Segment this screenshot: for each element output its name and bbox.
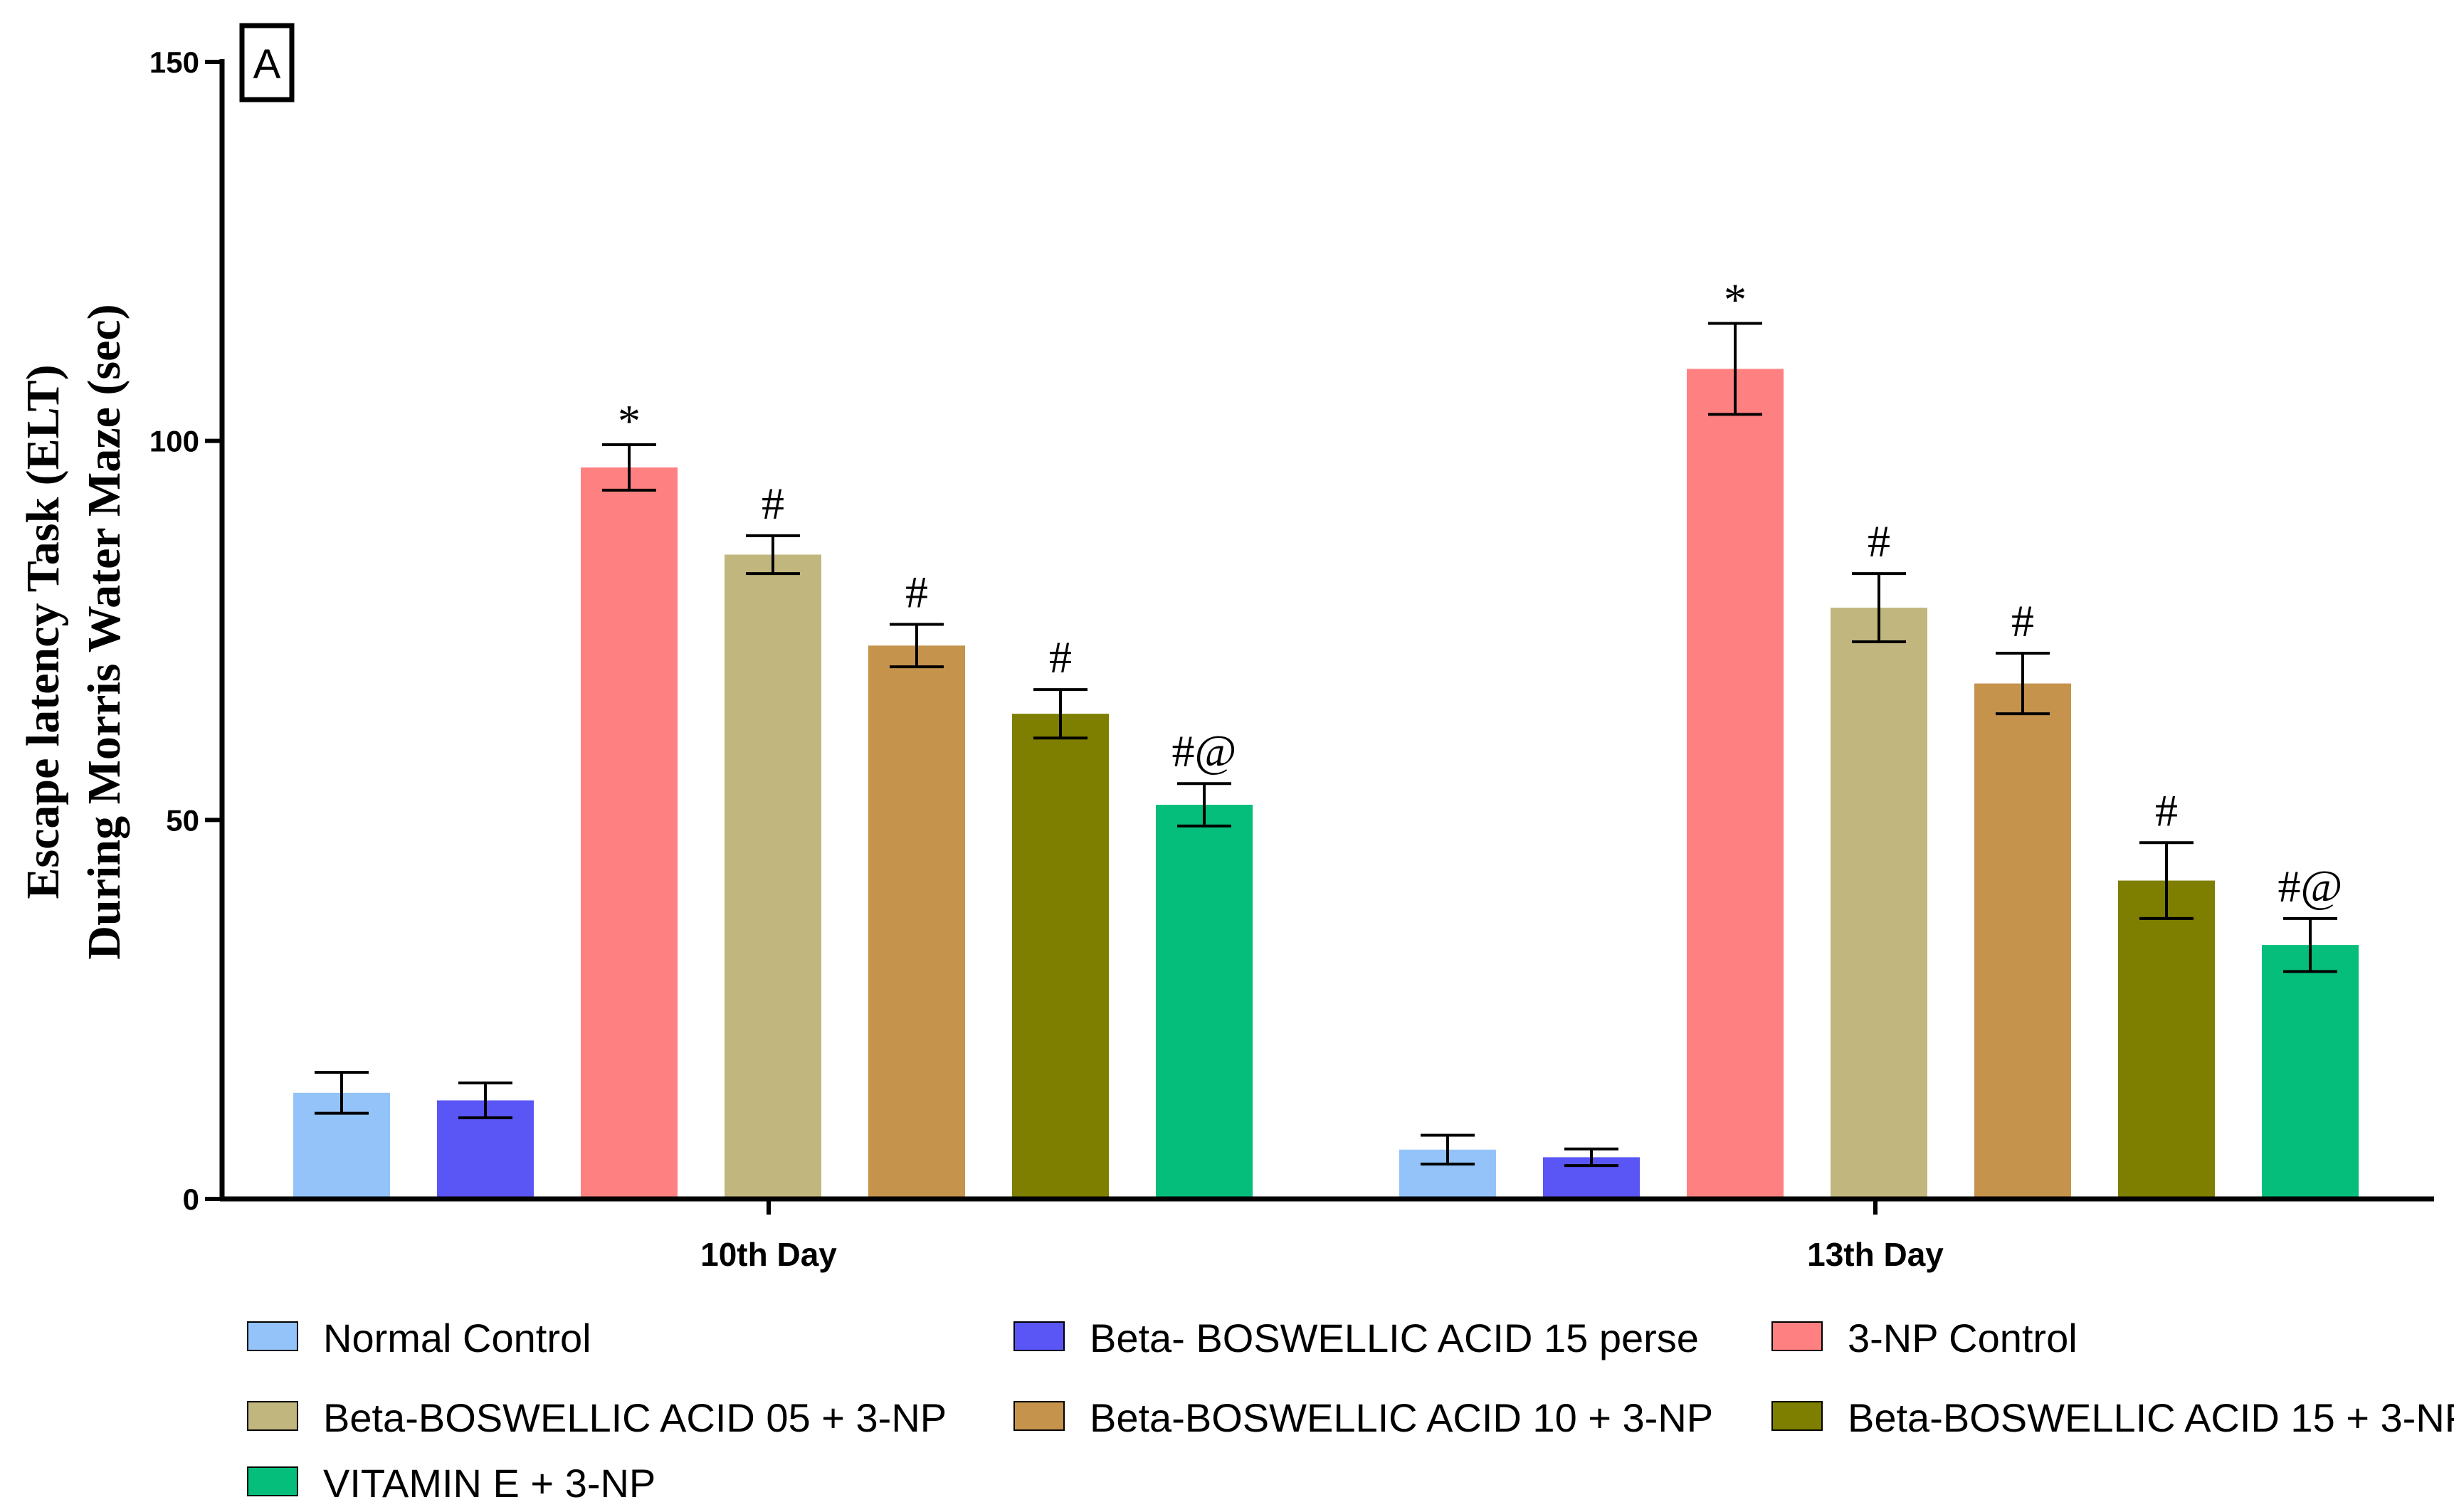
- y-tick-label: 100: [149, 425, 199, 458]
- y-axis-title-line-2: During Morris Water Maze (sec): [78, 304, 130, 959]
- legend-item: Beta-BOSWELLIC ACID 05 + 3-NP: [247, 1395, 947, 1440]
- bar: [868, 645, 965, 1199]
- legend-item: Normal Control: [247, 1316, 591, 1360]
- x-tick-label: 10th Day: [700, 1236, 837, 1273]
- legend-label: Beta-BOSWELLIC ACID 10 + 3-NP: [1090, 1395, 1713, 1440]
- legend-label: 3-NP Control: [1848, 1316, 2078, 1360]
- axes: 0 50 100 150 10th Day 13th Day: [149, 46, 2434, 1273]
- legend-item: Beta- BOSWELLIC ACID 15 perse: [1013, 1316, 1699, 1360]
- legend-swatch: [247, 1321, 298, 1351]
- significance-label: #: [905, 566, 928, 617]
- bar: [725, 554, 821, 1199]
- panel-label: A: [239, 23, 295, 102]
- y-tick-label: 150: [149, 46, 199, 79]
- significance-label: #: [2011, 596, 2034, 646]
- legend-swatch: [1013, 1321, 1065, 1351]
- significance-label: #: [762, 478, 784, 529]
- legend-item: Beta-BOSWELLIC ACID 10 + 3-NP: [1013, 1395, 1713, 1440]
- panel-label-text: A: [253, 41, 281, 88]
- y-axis-title-line-1: Escape latency Task (ELT): [17, 364, 69, 899]
- significance-label: #: [1868, 516, 1890, 566]
- legend-label: Beta-BOSWELLIC ACID 15 + 3-NP: [1848, 1395, 2454, 1440]
- bar: [1974, 683, 2071, 1199]
- legend-swatch: [1013, 1401, 1065, 1431]
- significance-label: #@: [1172, 726, 1237, 776]
- legend-item: Beta-BOSWELLIC ACID 15 + 3-NP: [1771, 1395, 2454, 1440]
- legend-label: VITAMIN E + 3-NP: [323, 1461, 655, 1506]
- legend-label: Beta- BOSWELLIC ACID 15 perse: [1090, 1316, 1699, 1360]
- significance-label: #@: [2278, 861, 2343, 911]
- legend-swatch: [247, 1401, 298, 1431]
- bar: [581, 467, 678, 1199]
- legend-swatch: [1771, 1321, 1823, 1351]
- y-axis-title: Escape latency Task (ELT) During Morris …: [17, 304, 130, 959]
- bar: [1687, 369, 1784, 1200]
- bar: [2118, 880, 2215, 1199]
- significance-label: *: [1724, 275, 1747, 325]
- bar: [1012, 714, 1109, 1199]
- legend-label: Beta-BOSWELLIC ACID 05 + 3-NP: [323, 1395, 947, 1440]
- legend-item: VITAMIN E + 3-NP: [247, 1461, 655, 1506]
- x-tick-label: 13th Day: [1807, 1236, 1944, 1273]
- y-tick-label: 50: [166, 803, 199, 837]
- legend-item: 3-NP Control: [1771, 1316, 2078, 1360]
- legend-swatch: [247, 1466, 298, 1496]
- bar: [1831, 608, 1927, 1199]
- panel-label-box: [239, 23, 295, 102]
- bar: [1156, 805, 1253, 1199]
- legend: Normal Control Beta- BOSWELLIC ACID 15 pe…: [247, 1316, 2454, 1506]
- bar: [2262, 945, 2359, 1199]
- legend-label: Normal Control: [323, 1316, 591, 1360]
- significance-label: #: [1049, 632, 1072, 682]
- plot-area: * * # # # # # # #@ #@: [293, 275, 2359, 1200]
- significance-label: *: [618, 396, 641, 446]
- y-tick-label: 0: [183, 1183, 199, 1216]
- significance-label: #: [2155, 785, 2178, 835]
- legend-swatch: [1771, 1401, 1823, 1431]
